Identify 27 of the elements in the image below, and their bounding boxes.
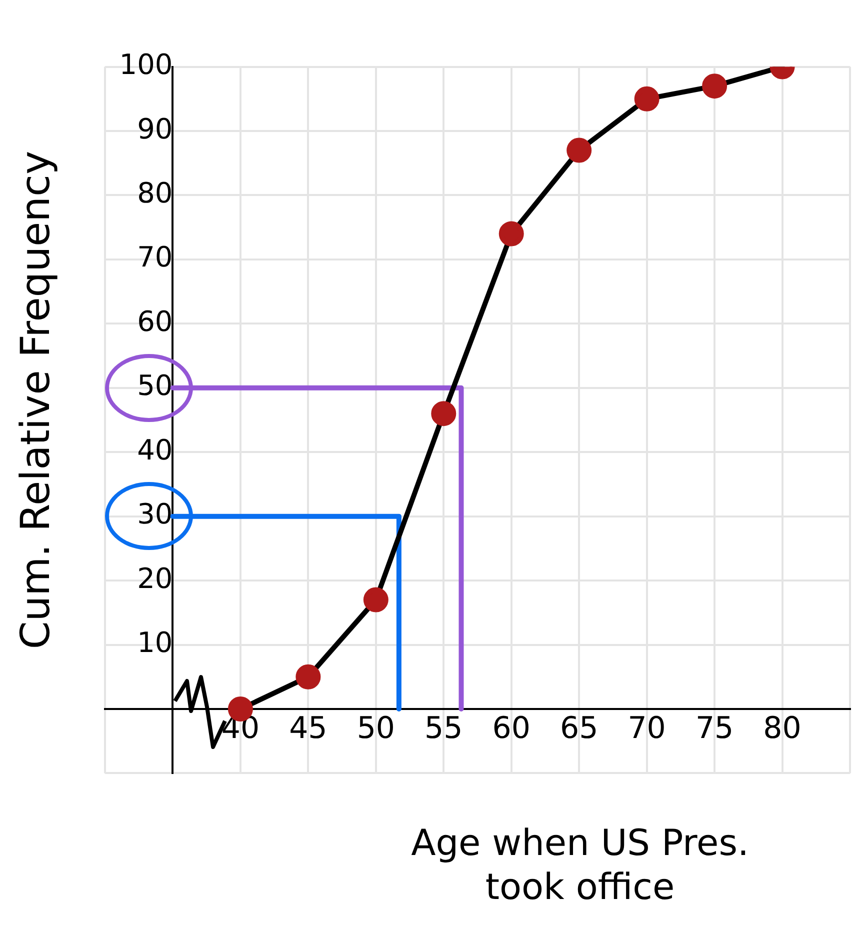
x-tick-label: 65	[560, 710, 598, 746]
point	[431, 401, 456, 426]
y-axis-title: Cum. Relative Frequency	[13, 150, 59, 650]
y-tick-label: 30	[137, 498, 173, 531]
y-tick-label: 50	[137, 369, 173, 402]
y-tick-label: 10	[137, 626, 173, 660]
y-tick-label: 40	[137, 433, 173, 466]
x-tick-label: 55	[424, 710, 463, 746]
y-tick-label: 80	[137, 176, 173, 210]
x-axis-title: Age when US Pres. took office	[410, 822, 750, 910]
point	[566, 138, 592, 163]
point	[296, 664, 321, 690]
y-tick-label: 100	[119, 48, 173, 82]
x-tick-label: 50	[356, 710, 396, 746]
x-tick-label: 45	[289, 710, 328, 746]
point	[498, 221, 524, 246]
y-tick-label: 70	[137, 240, 173, 274]
x-tick-label: 80	[763, 710, 802, 746]
point	[702, 74, 728, 99]
x-tick-label: 70	[628, 710, 666, 746]
y-tick-label: 60	[137, 304, 173, 338]
y-tick-label: 90	[137, 112, 173, 146]
point	[634, 86, 660, 112]
x-tick-label: 60	[492, 710, 530, 746]
y-tick-label: 20	[137, 562, 173, 595]
point	[363, 587, 388, 612]
x-tick-label: 75	[695, 710, 734, 746]
